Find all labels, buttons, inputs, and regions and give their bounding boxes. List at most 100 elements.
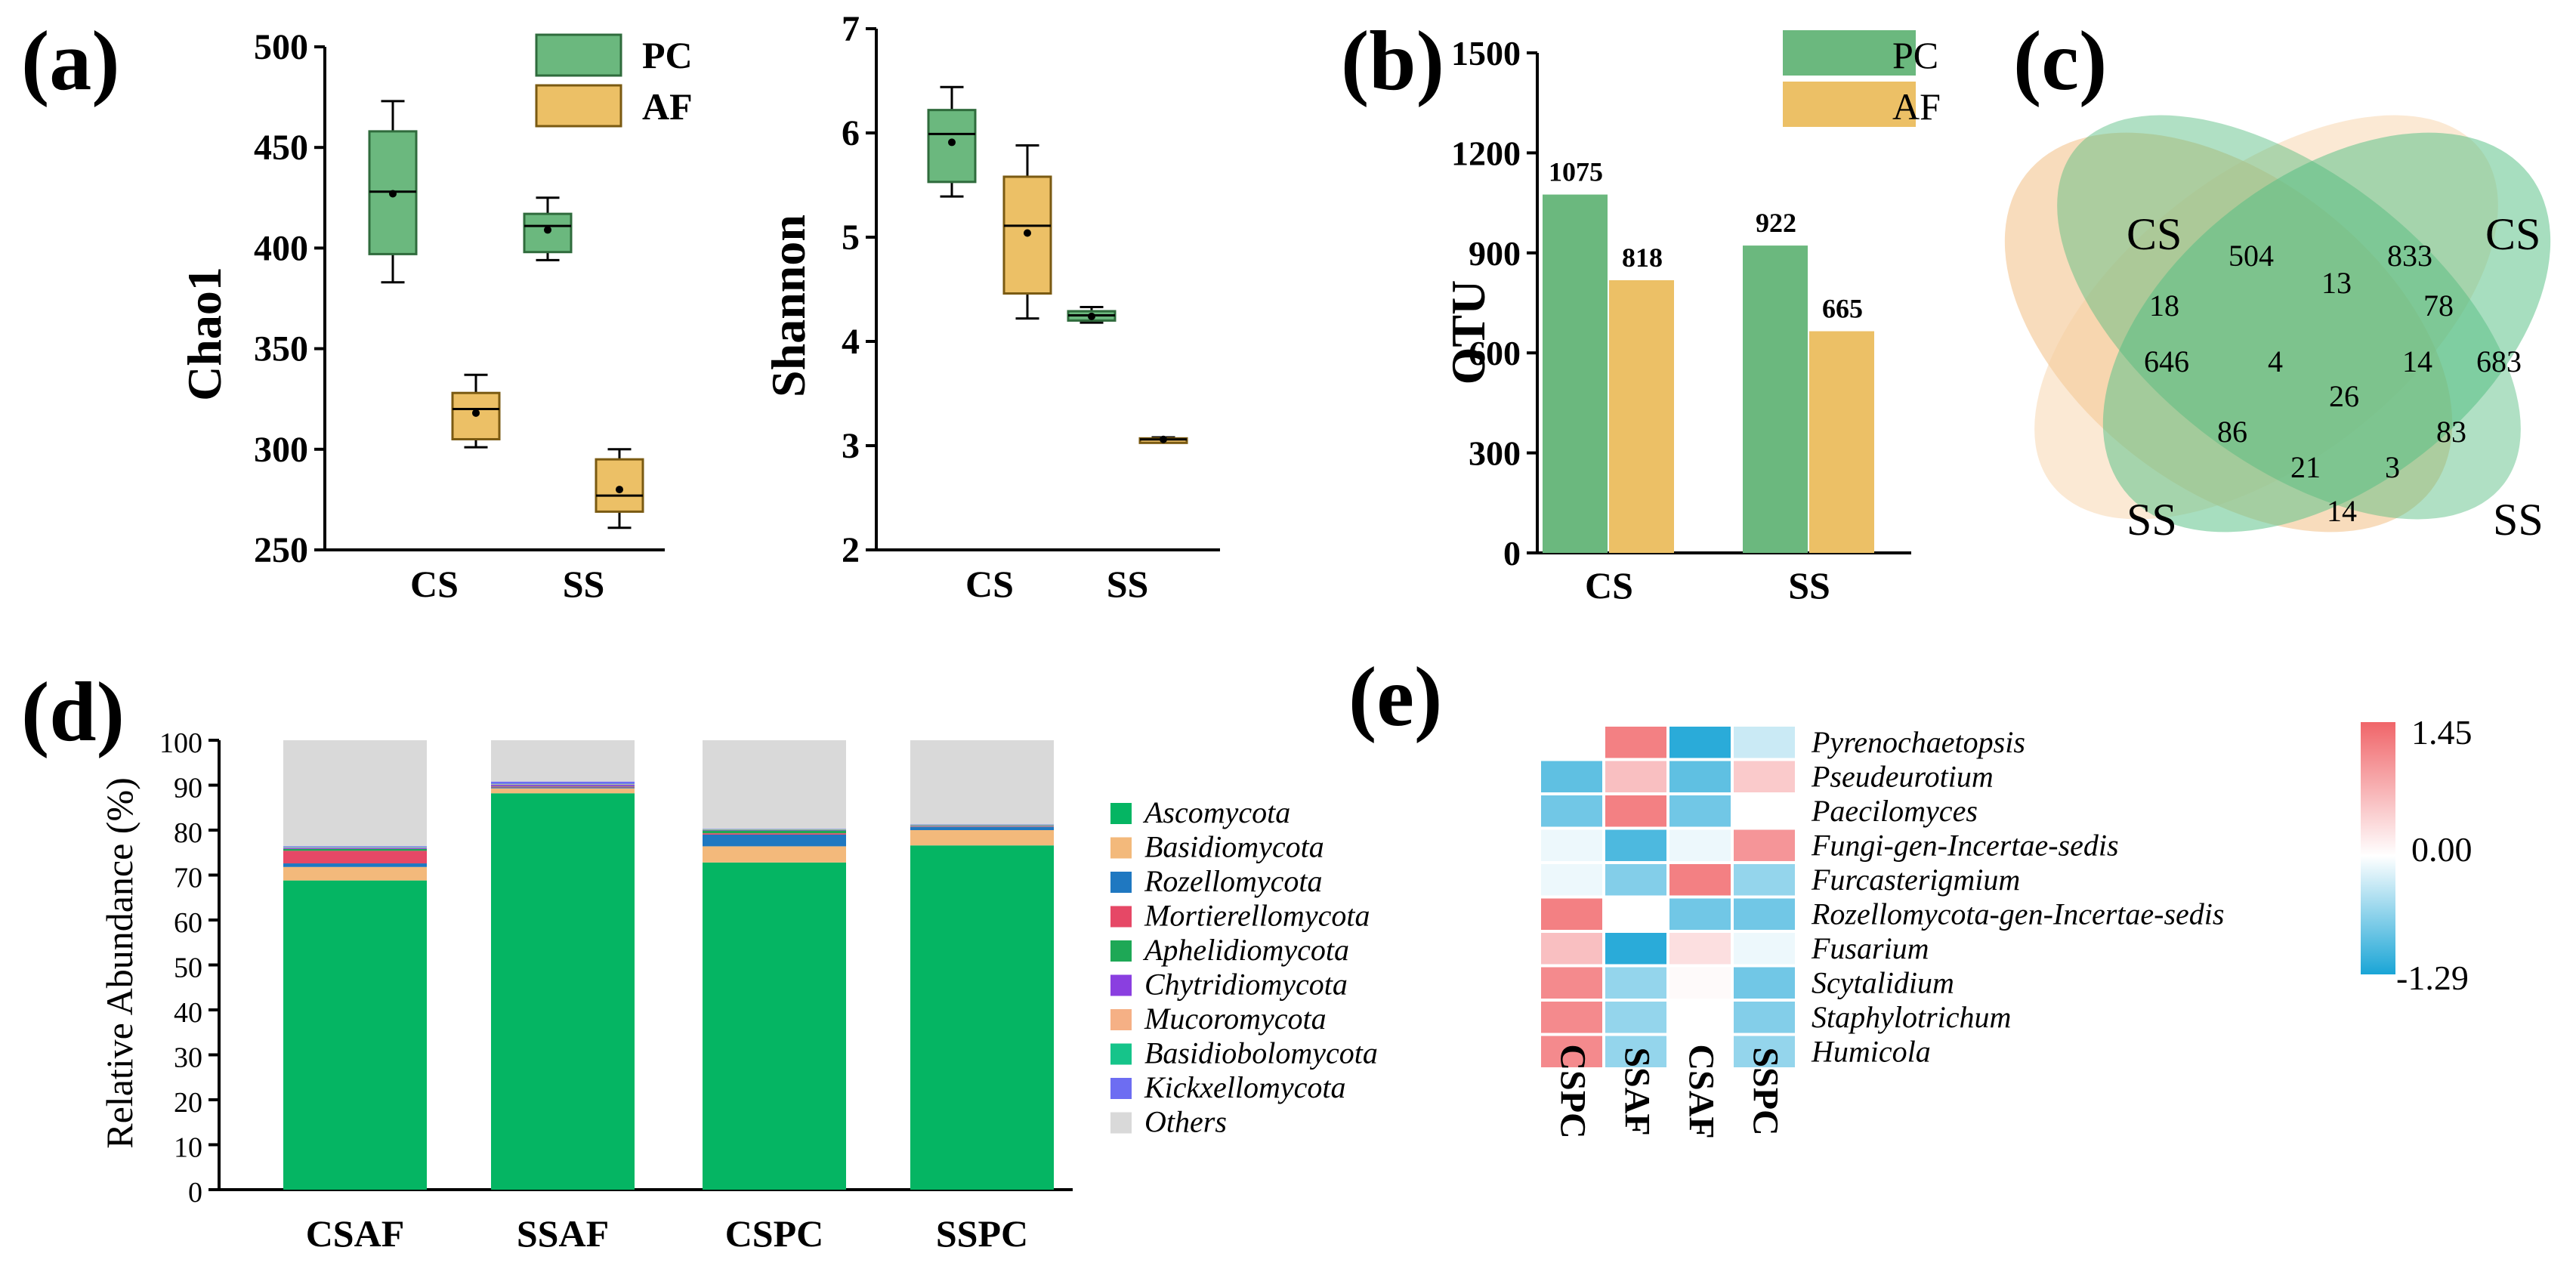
heatmap-cell bbox=[1669, 761, 1731, 792]
legend-swatch-pc bbox=[535, 33, 622, 77]
y-tick-label: 60 bbox=[174, 907, 202, 939]
stack-segment bbox=[703, 834, 846, 847]
heatmap-cell bbox=[1605, 1036, 1666, 1067]
y-tick-label: 20 bbox=[174, 1087, 202, 1119]
heatmap-row-label: Furcasterigmium bbox=[1811, 863, 2020, 897]
venn-set-label: SS bbox=[2493, 495, 2544, 545]
otu-bar bbox=[1543, 194, 1608, 553]
stack-segment bbox=[703, 830, 846, 831]
legend-label: Basidiobolomycota bbox=[1144, 1036, 1378, 1070]
y-tick-label: 40 bbox=[174, 997, 202, 1029]
heatmap-cell bbox=[1541, 829, 1602, 861]
legend-label: Rozellomycota bbox=[1144, 864, 1323, 898]
stack-segment bbox=[283, 848, 427, 851]
venn-count: 18 bbox=[2149, 289, 2179, 323]
venn-count: 21 bbox=[2290, 450, 2321, 484]
box-mean-dot bbox=[544, 226, 551, 234]
heatmap-cell bbox=[1605, 829, 1666, 861]
stack-segment bbox=[491, 740, 635, 782]
heatmap-cell bbox=[1669, 829, 1731, 861]
y-tick-label: 6 bbox=[842, 113, 860, 153]
otu-legend: PC AF bbox=[1783, 30, 1941, 128]
panel-label-d: (d) bbox=[21, 665, 125, 759]
heatmap-cell bbox=[1541, 1002, 1602, 1033]
otu-bar-value-label: 818 bbox=[1622, 242, 1663, 273]
legend-swatch bbox=[1110, 872, 1132, 893]
heatmap-row-label: Pyrenochaetopsis bbox=[1811, 725, 2025, 759]
panel-label-c: (c) bbox=[2013, 14, 2107, 108]
panel-label-e: (e) bbox=[1348, 650, 1442, 744]
heatmap-cell bbox=[1541, 761, 1602, 792]
y-tick-label: 300 bbox=[254, 430, 308, 470]
y-tick-label: 2 bbox=[842, 530, 860, 570]
heatmap-cell bbox=[1669, 933, 1731, 965]
stack-segment bbox=[283, 880, 427, 1190]
legend-swatch bbox=[1110, 940, 1132, 962]
x-tick-label: SS bbox=[1107, 563, 1149, 605]
venn-count: 683 bbox=[2476, 344, 2522, 378]
heatmap-cell bbox=[1669, 1002, 1731, 1033]
heatmap-cell bbox=[1541, 795, 1602, 827]
otu-bar bbox=[1609, 279, 1674, 553]
otu-bar-value-label: 665 bbox=[1822, 294, 1863, 324]
box-mean-dot bbox=[948, 138, 956, 147]
legend-label-pc: PC bbox=[642, 34, 693, 76]
legend-swatch bbox=[1110, 1043, 1132, 1065]
x-tick-label: SS bbox=[1788, 564, 1830, 607]
heatmap-cell bbox=[1541, 967, 1602, 999]
heatmap-cell bbox=[1734, 829, 1795, 861]
x-tick-label: CS bbox=[1585, 564, 1633, 607]
genus-heatmap: PyrenochaetopsisPseudeurotiumPaecilomyce… bbox=[1541, 725, 2224, 1139]
heatmap-cell bbox=[1541, 864, 1602, 896]
x-tick-label: SS bbox=[563, 563, 605, 605]
chao1-ylabel: Chao1 bbox=[178, 267, 231, 401]
shannon-boxplot: 2 3 4 5 6 7 CS SS bbox=[842, 9, 1220, 605]
stack-segment bbox=[491, 781, 635, 784]
y-tick-label: 1200 bbox=[1451, 134, 1521, 172]
otu-legend-swatch-pc bbox=[1783, 30, 1916, 76]
legend-swatch bbox=[1110, 1078, 1132, 1099]
stack-segment bbox=[910, 825, 1054, 826]
legend-swatch bbox=[1110, 837, 1132, 859]
chao1-boxplot: 250 300 350 400 450 500 CS SS bbox=[254, 27, 665, 605]
heatmap-colorbar: 1.45 0.00 -1.29 bbox=[2361, 713, 2473, 997]
x-tick-label: CS bbox=[965, 563, 1014, 605]
legend-swatch bbox=[1110, 974, 1132, 996]
x-tick-label: CSPC bbox=[725, 1212, 824, 1255]
venn-count: 86 bbox=[2217, 415, 2247, 449]
venn-diagram: CS CS SS SS 504 833 646 683 18 13 78 4 2… bbox=[2004, 115, 2551, 545]
heatmap-column-label: SSAF bbox=[1617, 1047, 1657, 1135]
venn-ellipse-cs-pc bbox=[2102, 132, 2551, 533]
legend-label: Basidiomycota bbox=[1144, 830, 1324, 864]
stack-segment bbox=[283, 851, 427, 864]
heatmap-cell bbox=[1669, 727, 1731, 758]
y-tick-label: 1500 bbox=[1451, 34, 1521, 73]
legend-swatch bbox=[1110, 1009, 1132, 1030]
legend-label: Mortierellomycota bbox=[1144, 899, 1370, 933]
heatmap-cell bbox=[1541, 933, 1602, 965]
venn-count: 14 bbox=[2327, 494, 2357, 528]
heatmap-column-label: SSPC bbox=[1746, 1047, 1786, 1135]
y-tick-label: 7 bbox=[842, 9, 860, 49]
y-tick-label: 80 bbox=[174, 817, 202, 849]
heatmap-cell bbox=[1605, 761, 1666, 792]
heatmap-row-label: Scytalidium bbox=[1812, 966, 1954, 1000]
heatmap-cell bbox=[1669, 795, 1731, 827]
heatmap-row-label: Pseudeurotium bbox=[1811, 760, 1994, 794]
stack-segment bbox=[283, 847, 427, 849]
heatmap-cell bbox=[1734, 933, 1795, 965]
stack-segment bbox=[703, 862, 846, 1190]
box-mean-dot bbox=[1024, 229, 1031, 237]
y-tick-label: 3 bbox=[842, 426, 860, 466]
heatmap-cell bbox=[1734, 761, 1795, 792]
heatmap-row-label: Fusarium bbox=[1811, 931, 1929, 965]
stack-segment bbox=[491, 787, 635, 789]
stack-segment bbox=[910, 824, 1054, 825]
y-tick-label: 5 bbox=[842, 218, 860, 258]
box-mean-dot bbox=[616, 486, 623, 494]
venn-set-label: SS bbox=[2127, 495, 2177, 545]
legend-swatch bbox=[1110, 906, 1132, 928]
venn-ellipse-ss-pc bbox=[2057, 115, 2521, 520]
stack-segment bbox=[283, 847, 427, 848]
venn-set-label: CS bbox=[2485, 209, 2540, 259]
